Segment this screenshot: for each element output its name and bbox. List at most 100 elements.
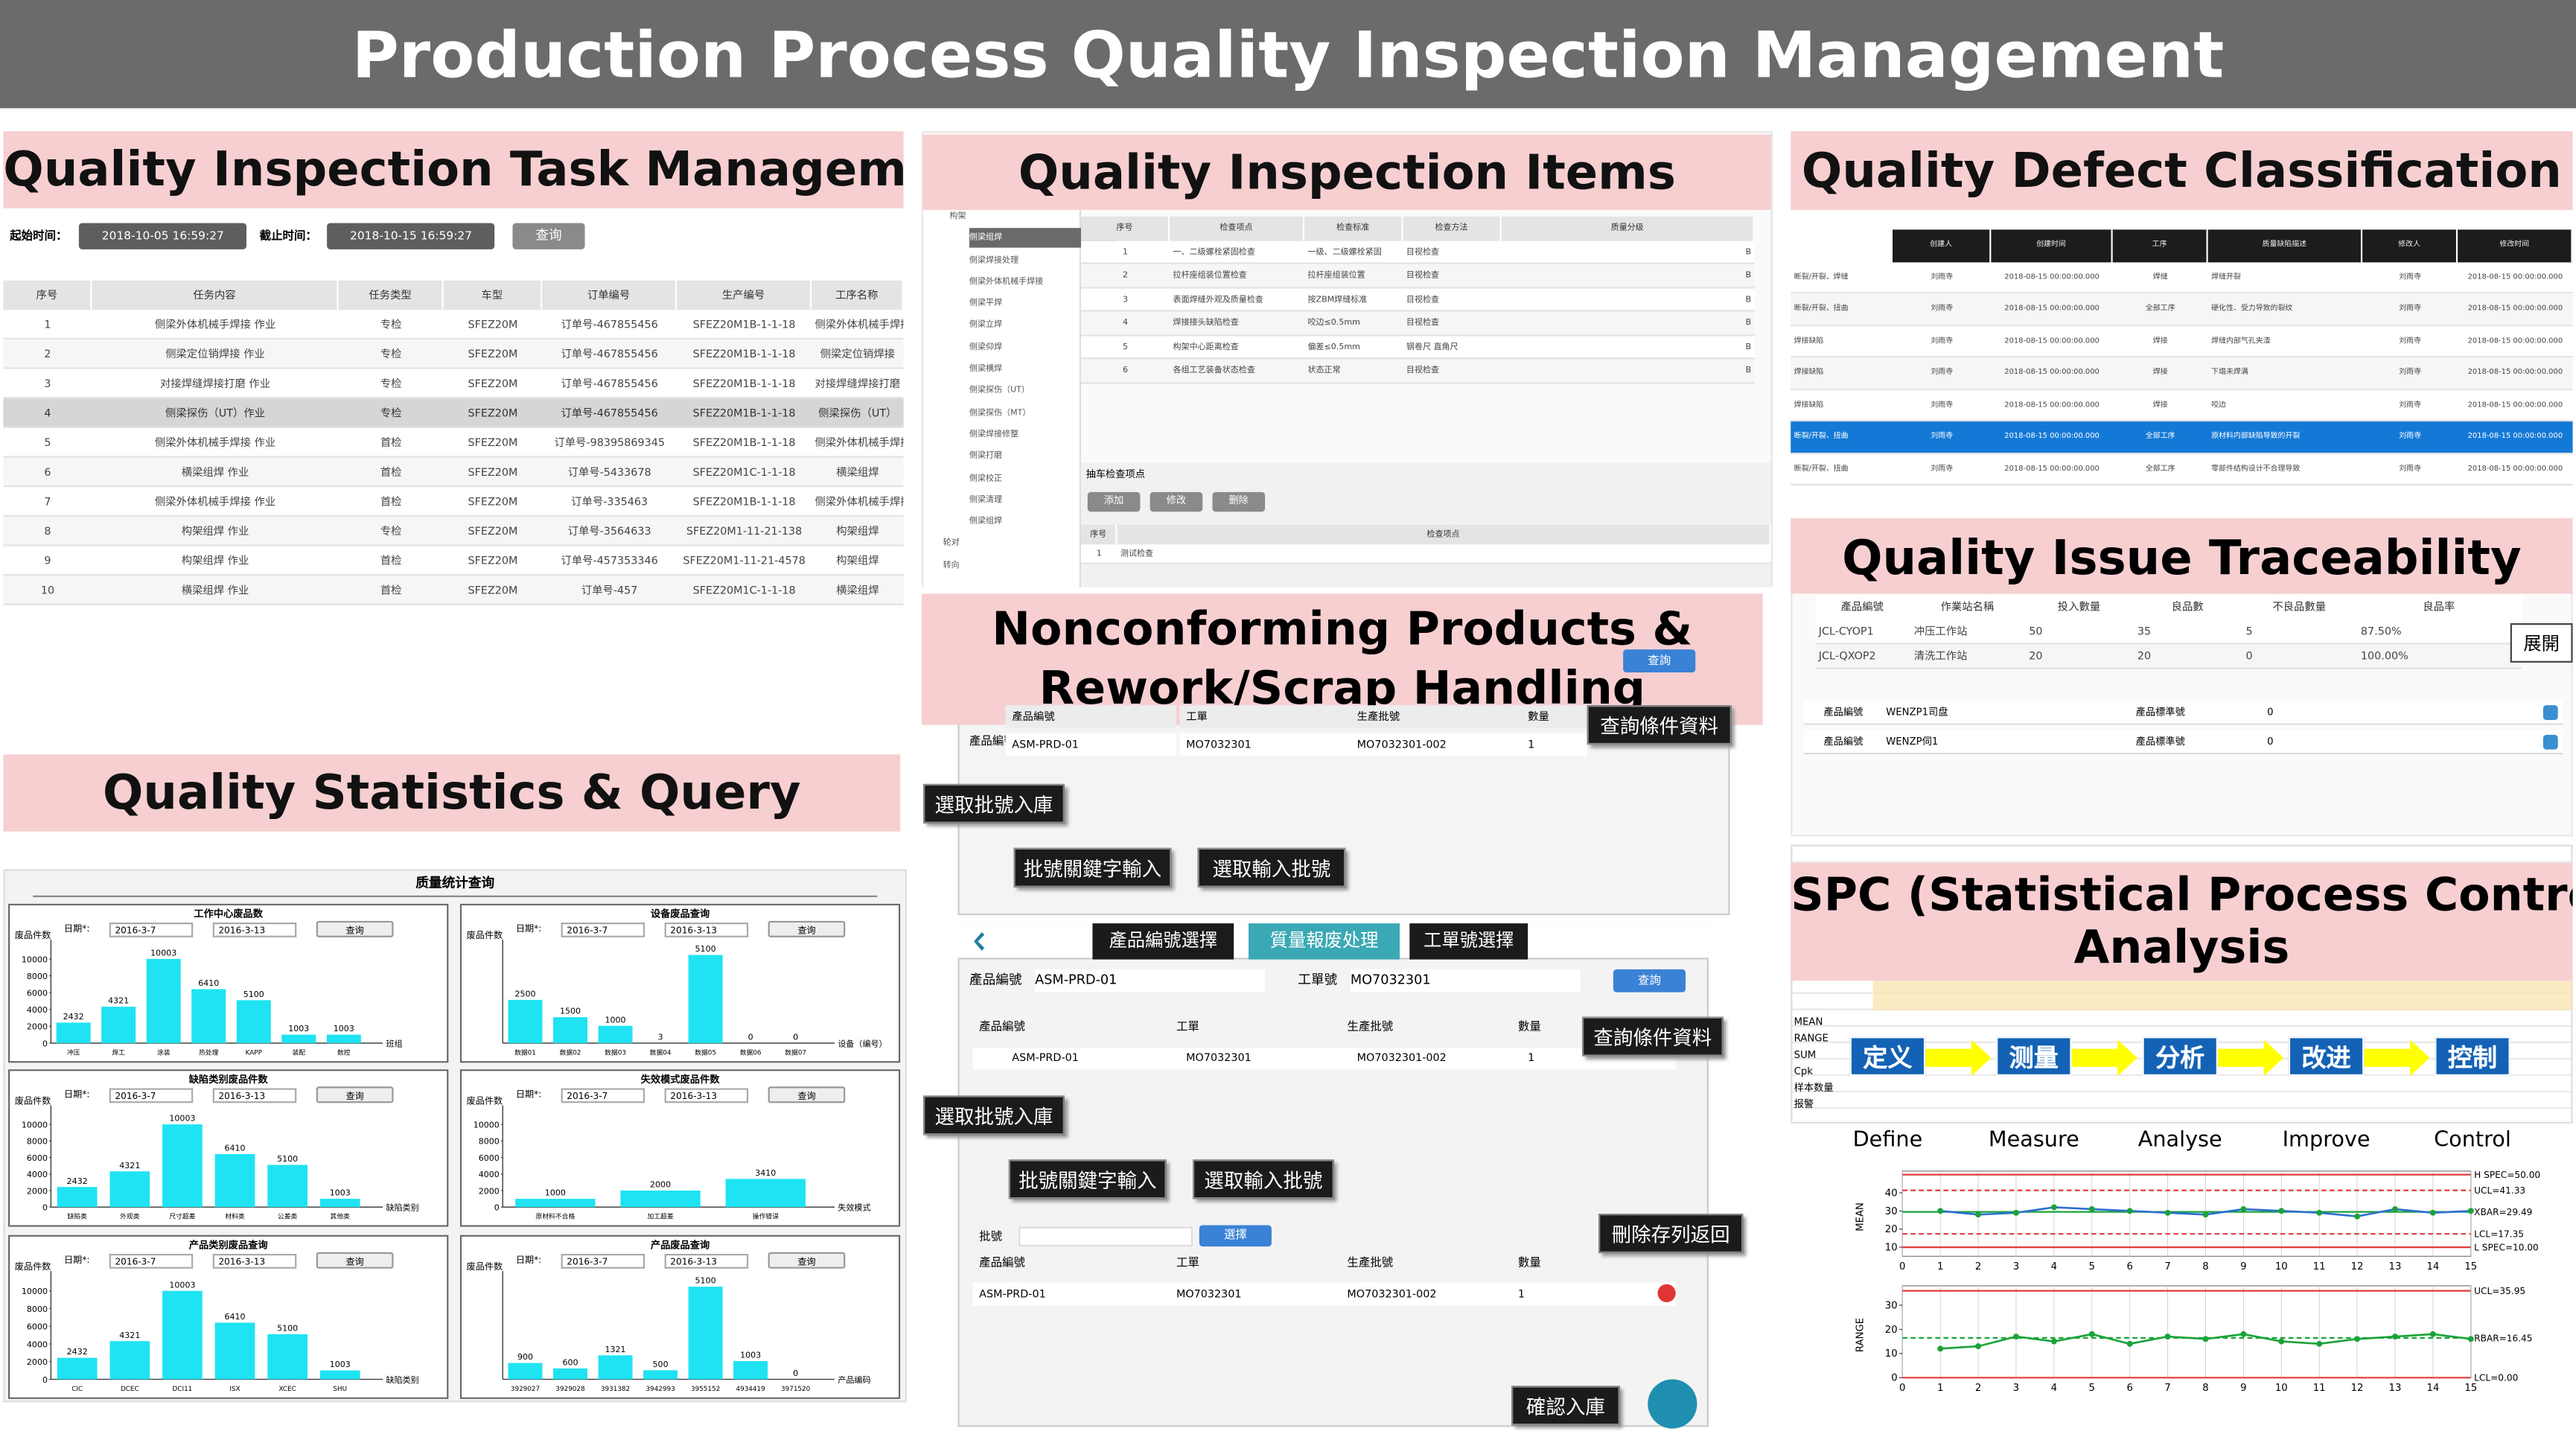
y-tick-label: 6000	[27, 989, 48, 998]
action-button[interactable]: 修改	[1150, 491, 1203, 512]
column-header: 數量	[1517, 1256, 1541, 1269]
phase-box[interactable]: 改进	[2288, 1036, 2365, 1076]
table-cell: 焊接	[2152, 369, 2168, 377]
date-input[interactable]	[561, 1253, 645, 1269]
delete-icon[interactable]	[1657, 1284, 1676, 1302]
tab[interactable]: 質量報废处理	[1249, 923, 1400, 960]
tree-node[interactable]: 侧梁组焊	[969, 517, 1003, 527]
y-tick-label: 6000	[27, 1322, 48, 1332]
table-cell: MO7032301	[1179, 733, 1351, 756]
table-cell: 刘雨寺	[1931, 465, 1954, 474]
tab[interactable]: 產品編號選擇	[1092, 923, 1234, 960]
table-cell: 首检	[380, 465, 402, 480]
phase-box[interactable]: 控制	[2435, 1036, 2510, 1076]
tree-node[interactable]: 构架	[949, 211, 966, 222]
table-cell: 专检	[380, 407, 402, 420]
tree-node[interactable]: 侧梁清理	[969, 494, 1003, 505]
expand-button[interactable]: 展開	[2510, 623, 2573, 663]
date-input[interactable]	[561, 1088, 645, 1103]
tree-node[interactable]: 侧梁探伤（MT）	[969, 407, 1031, 418]
item-value: WENZP1司盘	[1886, 707, 1948, 719]
item-value: 0	[2267, 736, 2274, 748]
action-button[interactable]: 添加	[1087, 491, 1141, 512]
tree-node[interactable]: 侧梁立焊	[969, 320, 1003, 331]
table-cell: 首检	[380, 436, 402, 450]
column-header: 序号	[1080, 216, 1170, 240]
bar	[162, 1124, 203, 1208]
tree-node[interactable]: 转向	[943, 560, 960, 570]
data-point	[2202, 1336, 2209, 1342]
table-cell: 刘雨寺	[1931, 401, 1954, 410]
date-input[interactable]: 2018-10-15 16:59:27	[327, 223, 495, 249]
table-cell: 全部工序	[2145, 305, 2175, 313]
data-point	[2050, 1338, 2057, 1345]
table-cell: 3	[1123, 294, 1129, 305]
column-header: 產品編號	[1815, 595, 1911, 620]
date-from: 2016-3-7	[115, 925, 156, 935]
tree-node[interactable]: 侧梁外体机械手焊接	[969, 276, 1044, 287]
bar	[57, 1357, 98, 1380]
table-cell: 对接焊缝焊接打磨 作业	[160, 377, 271, 391]
query-button[interactable]: 查詢	[1613, 969, 1686, 993]
x-tick-label: 3955152	[691, 1386, 720, 1393]
date-input[interactable]	[561, 923, 645, 937]
value-label: 5100	[695, 1276, 716, 1286]
tree-node[interactable]: 侧梁打磨	[969, 451, 1003, 462]
x-tick-label: 12	[2351, 1383, 2364, 1394]
bar	[56, 1022, 91, 1043]
phase-box[interactable]: 分析	[2142, 1036, 2218, 1076]
bar	[236, 1000, 271, 1043]
date-input[interactable]	[109, 923, 194, 937]
query-button[interactable]: 查询	[512, 223, 585, 249]
x-tick-label: 2	[1975, 1383, 1981, 1394]
x-tick-label: 1	[1937, 1383, 1943, 1394]
text-input[interactable]: MO7032301	[1350, 969, 1581, 993]
table-row	[3, 576, 904, 605]
select-button[interactable]: 選擇	[1199, 1225, 1272, 1247]
query-button[interactable]: 查詢	[1623, 649, 1696, 673]
confirm-icon[interactable]	[1648, 1379, 1697, 1429]
data-point	[1937, 1208, 1944, 1214]
y-tick-label: 0	[1891, 1373, 1897, 1384]
tree-node[interactable]: 轮对	[943, 538, 960, 549]
info-icon	[2542, 705, 2558, 720]
column-header: 工序名称	[812, 280, 904, 310]
y-tick-label: 4000	[27, 1005, 48, 1015]
bar	[553, 1017, 588, 1043]
column-header: 检查标准	[1304, 216, 1403, 240]
x-axis-label: 班组	[386, 1038, 403, 1048]
tree-node[interactable]: 侧梁横焊	[969, 364, 1003, 375]
column-header: 良品數	[2134, 595, 2243, 620]
tree-node[interactable]: 侧梁校正	[969, 473, 1003, 483]
data-point	[2316, 1340, 2323, 1347]
tree-node[interactable]: 侧梁仰焊	[969, 342, 1003, 352]
tree-node[interactable]: 侧梁焊接处理	[969, 255, 1019, 265]
tree-node[interactable]: 侧梁探伤（UT）	[969, 386, 1030, 396]
tree-node[interactable]: 侧梁焊接修整	[969, 429, 1019, 440]
date-label: 日期*:	[516, 1089, 541, 1100]
table-cell: 10	[40, 584, 55, 597]
table-cell: 订单号-98395869345	[554, 436, 665, 450]
item-label: 產品編號	[1823, 707, 1864, 719]
y-tick-label: 10000	[474, 1121, 500, 1130]
batch-input[interactable]	[1018, 1226, 1193, 1247]
text-input[interactable]: ASM-PRD-01	[1035, 969, 1266, 993]
value-label: 5100	[277, 1324, 298, 1334]
item-label: 產品標準號	[2135, 707, 2185, 719]
date-input[interactable]: 2018-10-05 16:59:27	[78, 223, 246, 249]
phase-box[interactable]: 测量	[1996, 1036, 2072, 1076]
data-point	[2240, 1205, 2247, 1212]
callout: 確認入庫	[1511, 1386, 1620, 1426]
tab[interactable]: 工單號選擇	[1409, 923, 1528, 960]
date-input[interactable]	[109, 1253, 194, 1269]
date-input[interactable]	[109, 1088, 194, 1103]
table-row	[1791, 261, 2573, 294]
x-tick-label: 2	[1975, 1261, 1981, 1272]
tree-node[interactable]: 侧梁平焊	[969, 299, 1003, 309]
phase-box[interactable]: 定义	[1849, 1036, 1926, 1076]
action-button[interactable]: 删除	[1212, 491, 1266, 512]
table-cell: 焊缝内部气孔夹渣	[2211, 337, 2271, 345]
date-from: 2016-3-7	[567, 1256, 608, 1267]
date-label: 日期*:	[64, 923, 89, 934]
callout: 刪除存列返回	[1598, 1214, 1744, 1253]
